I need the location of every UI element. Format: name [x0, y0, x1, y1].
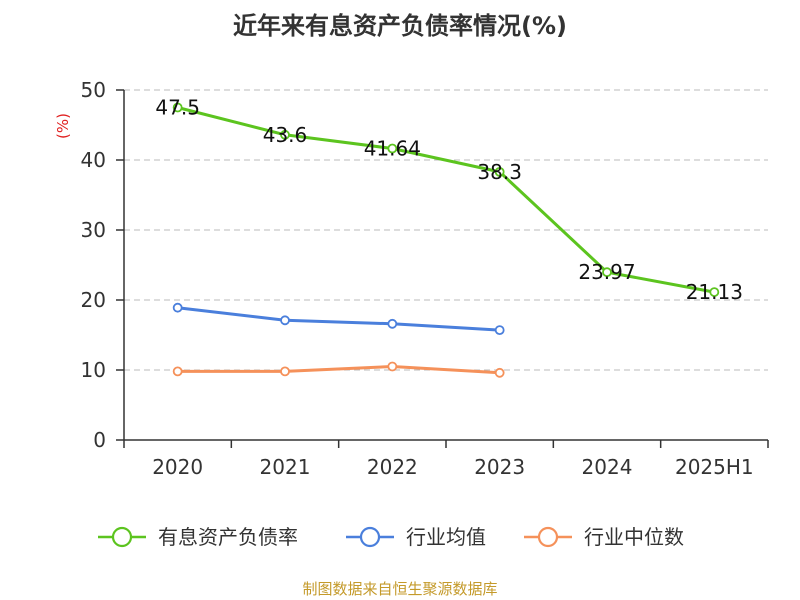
x-tick-label: 2024 [582, 455, 633, 479]
data-label: 21.13 [686, 280, 743, 304]
data-point [387, 143, 398, 154]
data-label: 47.5 [155, 96, 200, 120]
axes: 0 10 20 30 40 50 2020 2021 2022 2023 2024 2025H1 [81, 78, 769, 479]
data-label: 41.64 [364, 137, 421, 161]
series-line [176, 306, 502, 332]
y-tick-label: 40 [81, 148, 106, 172]
data-label: 23.97 [578, 260, 635, 284]
data-point [494, 367, 505, 378]
y-tick-label: 20 [81, 288, 106, 312]
legend-item: 行业中位数 [524, 525, 684, 549]
legend-marker [537, 526, 559, 548]
y-tick-label: 10 [81, 358, 106, 382]
data-point [387, 361, 398, 372]
data-point [280, 315, 290, 326]
data-point [280, 366, 290, 377]
x-tick-label: 2025H1 [675, 455, 754, 479]
legend-item: 有息资产负债率 [98, 525, 298, 549]
series-2 [172, 302, 505, 336]
x-tick-label: 2023 [474, 455, 525, 479]
data-point [709, 287, 720, 297]
legend-label: 行业均值 [406, 525, 486, 549]
x-tick-label: 2020 [152, 455, 203, 479]
legend-label: 行业中位数 [584, 525, 684, 549]
legend-marker [359, 526, 381, 548]
series-1: 47.5 43.6 41.64 38.3 23.97 21.13 [155, 96, 743, 305]
series-3 [172, 361, 505, 378]
data-point [172, 102, 183, 113]
data-point [387, 318, 398, 329]
source-text: 制图数据来自恒生聚源数据库 [302, 580, 497, 598]
data-point [602, 267, 612, 278]
data-point [280, 129, 290, 140]
data-label: 38.3 [477, 160, 522, 184]
data-point [494, 325, 505, 336]
legend-label: 有息资产负债率 [158, 525, 298, 549]
y-tick-label: 50 [81, 78, 106, 102]
series-line [176, 106, 716, 294]
series-layer: 47.5 43.6 41.64 38.3 23.97 21.13 [155, 96, 743, 378]
legend: 有息资产负债率 行业均值 行业中位数 [98, 525, 684, 549]
data-point [494, 166, 505, 177]
legend-item: 行业均值 [346, 525, 486, 549]
y-tick-label: 30 [81, 218, 106, 242]
data-label: 43.6 [263, 123, 308, 147]
series-line [176, 365, 502, 375]
y-axis-label: (%) [54, 113, 72, 139]
x-tick-label: 2021 [260, 455, 311, 479]
data-point [172, 302, 183, 313]
legend-marker [111, 526, 133, 548]
data-point [172, 366, 183, 377]
chart-title: 近年来有息资产负债率情况(%) [233, 12, 567, 40]
x-tick-label: 2022 [367, 455, 418, 479]
y-tick-label: 0 [93, 428, 106, 452]
